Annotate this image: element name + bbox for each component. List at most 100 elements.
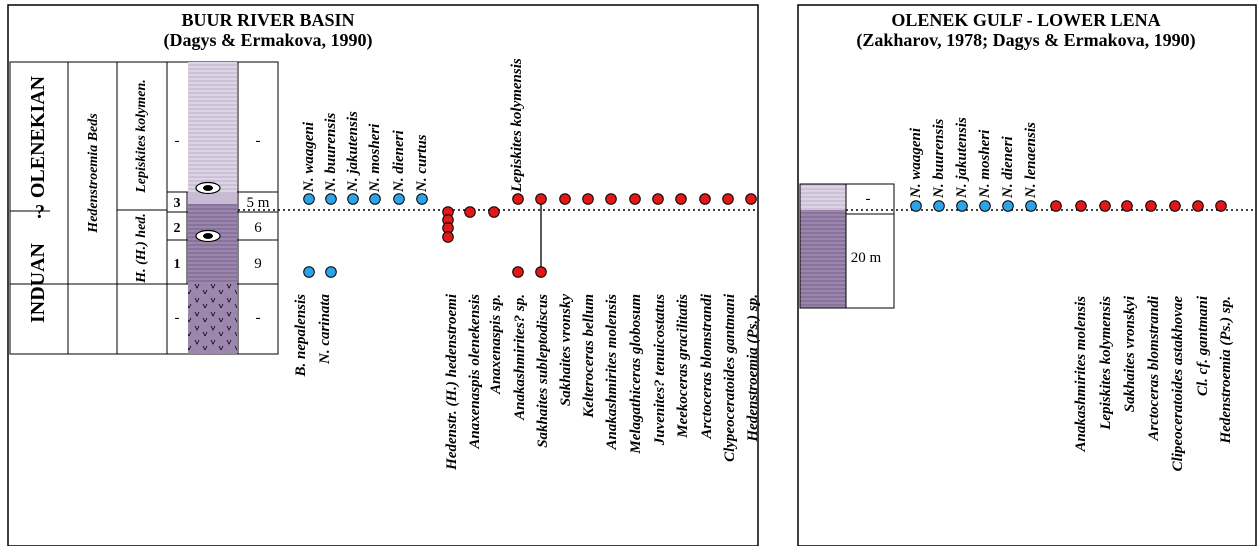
species-label: N. dieneri [1000,136,1016,199]
species-dot-red [1192,200,1204,212]
species-dot-blue [325,193,337,205]
left-panel-frame [7,4,759,546]
species-label: Sakhaites vronsky [558,294,574,406]
species-dot-red [722,193,734,205]
lena-thickness-frame [845,183,895,309]
lena-thickness-top: - [866,191,871,207]
species-label: Hedenstroemia (Ps.) sp. [745,294,761,443]
species-dot-blue [303,193,315,205]
thickness-1: 9 [254,256,262,272]
right-bottom-species-labels: Anakashmirites molensis Lepiskites kolyme… [1073,295,1234,471]
species-label: Kelteroceras bellum [581,294,597,419]
species-label: Clipeoceratoides astakhovae [1170,296,1186,472]
species-dot-red [535,193,547,205]
species-label: B. nepalensis [293,294,309,378]
species-dot-blue [325,266,337,278]
species-label: Anaxenaspis olenekensis [467,294,483,450]
range-label: Lepiskites kolymensis [509,58,525,193]
species-label: Melagathiceras globosum [628,294,644,455]
species-label: Cl. cf. gantmani [1195,295,1211,396]
species-label: Arctoceras blomstrandi [1146,295,1162,441]
species-dot-blue [369,193,381,205]
right-panel-subtitle: (Zakharov, 1978; Dagys & Ermakova, 1990) [856,30,1195,51]
lithology-band [188,192,237,204]
layer-number-3: 3 [174,196,181,211]
species-dot-red [512,193,524,205]
right-occurrence-dots [910,200,1227,212]
concretion-icon [195,229,221,243]
species-label: Sakhaites vronskyi [1122,295,1138,412]
right-top-species-labels: N. waageni N. buurensis N. jakutensis N. mo… [908,117,1039,199]
zone-upper-label: Lepiskites kolymen. [134,79,149,194]
species-label: Anakashmirites molensis [604,294,620,451]
lithology-light [188,62,237,192]
species-dot-blue [416,193,428,205]
species-dot-blue [347,193,359,205]
species-dot-blue [979,200,991,212]
species-dot-red [582,193,594,205]
stage-query: ? [35,201,45,223]
left-occurrence-dots [303,193,757,278]
species-dot-red [1050,200,1062,212]
species-dot-red [1145,200,1157,212]
species-dot-red [629,193,641,205]
species-dot-red [1075,200,1087,212]
species-dot-red [1169,200,1181,212]
species-dot-red [699,193,711,205]
layer-number-1: 1 [174,257,181,272]
species-label: N. buurensis [931,119,947,199]
species-label: Clypeoceratoides gantmani [722,293,738,462]
species-dot-blue [393,193,405,205]
species-dot-blue [933,200,945,212]
species-dot-red [1215,200,1227,212]
species-dot-red [605,193,617,205]
species-label: N. jakutensis [345,111,361,193]
species-dot-red [442,231,454,243]
species-label: N. jakutensis [954,117,970,199]
stage-induan: INDUAN [27,242,49,323]
species-label: N. dieneri [391,130,407,193]
species-label: Anaxenaspis sp. [488,294,504,395]
species-dot-blue [956,200,968,212]
right-panel: OLENEK GULF - LOWER LENA (Zakharov, 1978… [797,4,1257,546]
species-dot-red [535,266,547,278]
layer-number-2: 2 [174,221,181,236]
thickness-2: 6 [254,220,262,236]
species-label: N. lenaensis [1023,122,1039,199]
species-dot-red [512,266,524,278]
species-label: N. buurensis [323,113,339,193]
species-label: N. carinata [317,294,333,366]
species-label: N. mosheri [977,129,993,199]
left-top-species-labels: N. waageni N. buurensis N. jakutensis N. mo… [301,58,525,193]
species-dot-red [559,193,571,205]
thickness-top: - [256,133,261,149]
right-panel-title: OLENEK GULF - LOWER LENA [891,10,1160,30]
species-dot-blue [303,266,315,278]
lithology-purple [188,204,237,284]
species-dot-blue [910,200,922,212]
species-dot-blue [1002,200,1014,212]
dash-lower-left: - [175,310,180,326]
species-dot-red [652,193,664,205]
left-panel-title: BUUR RIVER BASIN [181,10,354,30]
lithology-volcanic [188,284,237,354]
species-label: Anakashmirites? sp. [512,294,528,421]
species-label: Juvenites? tenuicostatus [652,294,668,446]
species-dot-red [675,193,687,205]
species-dot-red [1099,200,1111,212]
species-dot-red [745,193,757,205]
lena-thickness-bottom: 20 m [851,250,882,266]
species-dot-red [464,206,476,218]
dash-upper-left: - [175,133,180,149]
species-label: N. mosheri [367,123,383,193]
species-dot-red [1121,200,1133,212]
strat-table: ? OLENEKIAN INDUAN Hedenstroemia Beds Le… [9,61,279,355]
left-bottom-species-labels: B. nepalensis N. carinata Hedenstr. (H.) h… [293,293,761,471]
species-label: Hedenstroemia (Ps.) sp. [1218,296,1234,445]
stage-olenekian: OLENEKIAN [27,75,49,198]
species-label: N. curtus [414,134,430,193]
species-label: N. waageni [301,121,317,193]
thickness-bottom: - [256,310,261,326]
